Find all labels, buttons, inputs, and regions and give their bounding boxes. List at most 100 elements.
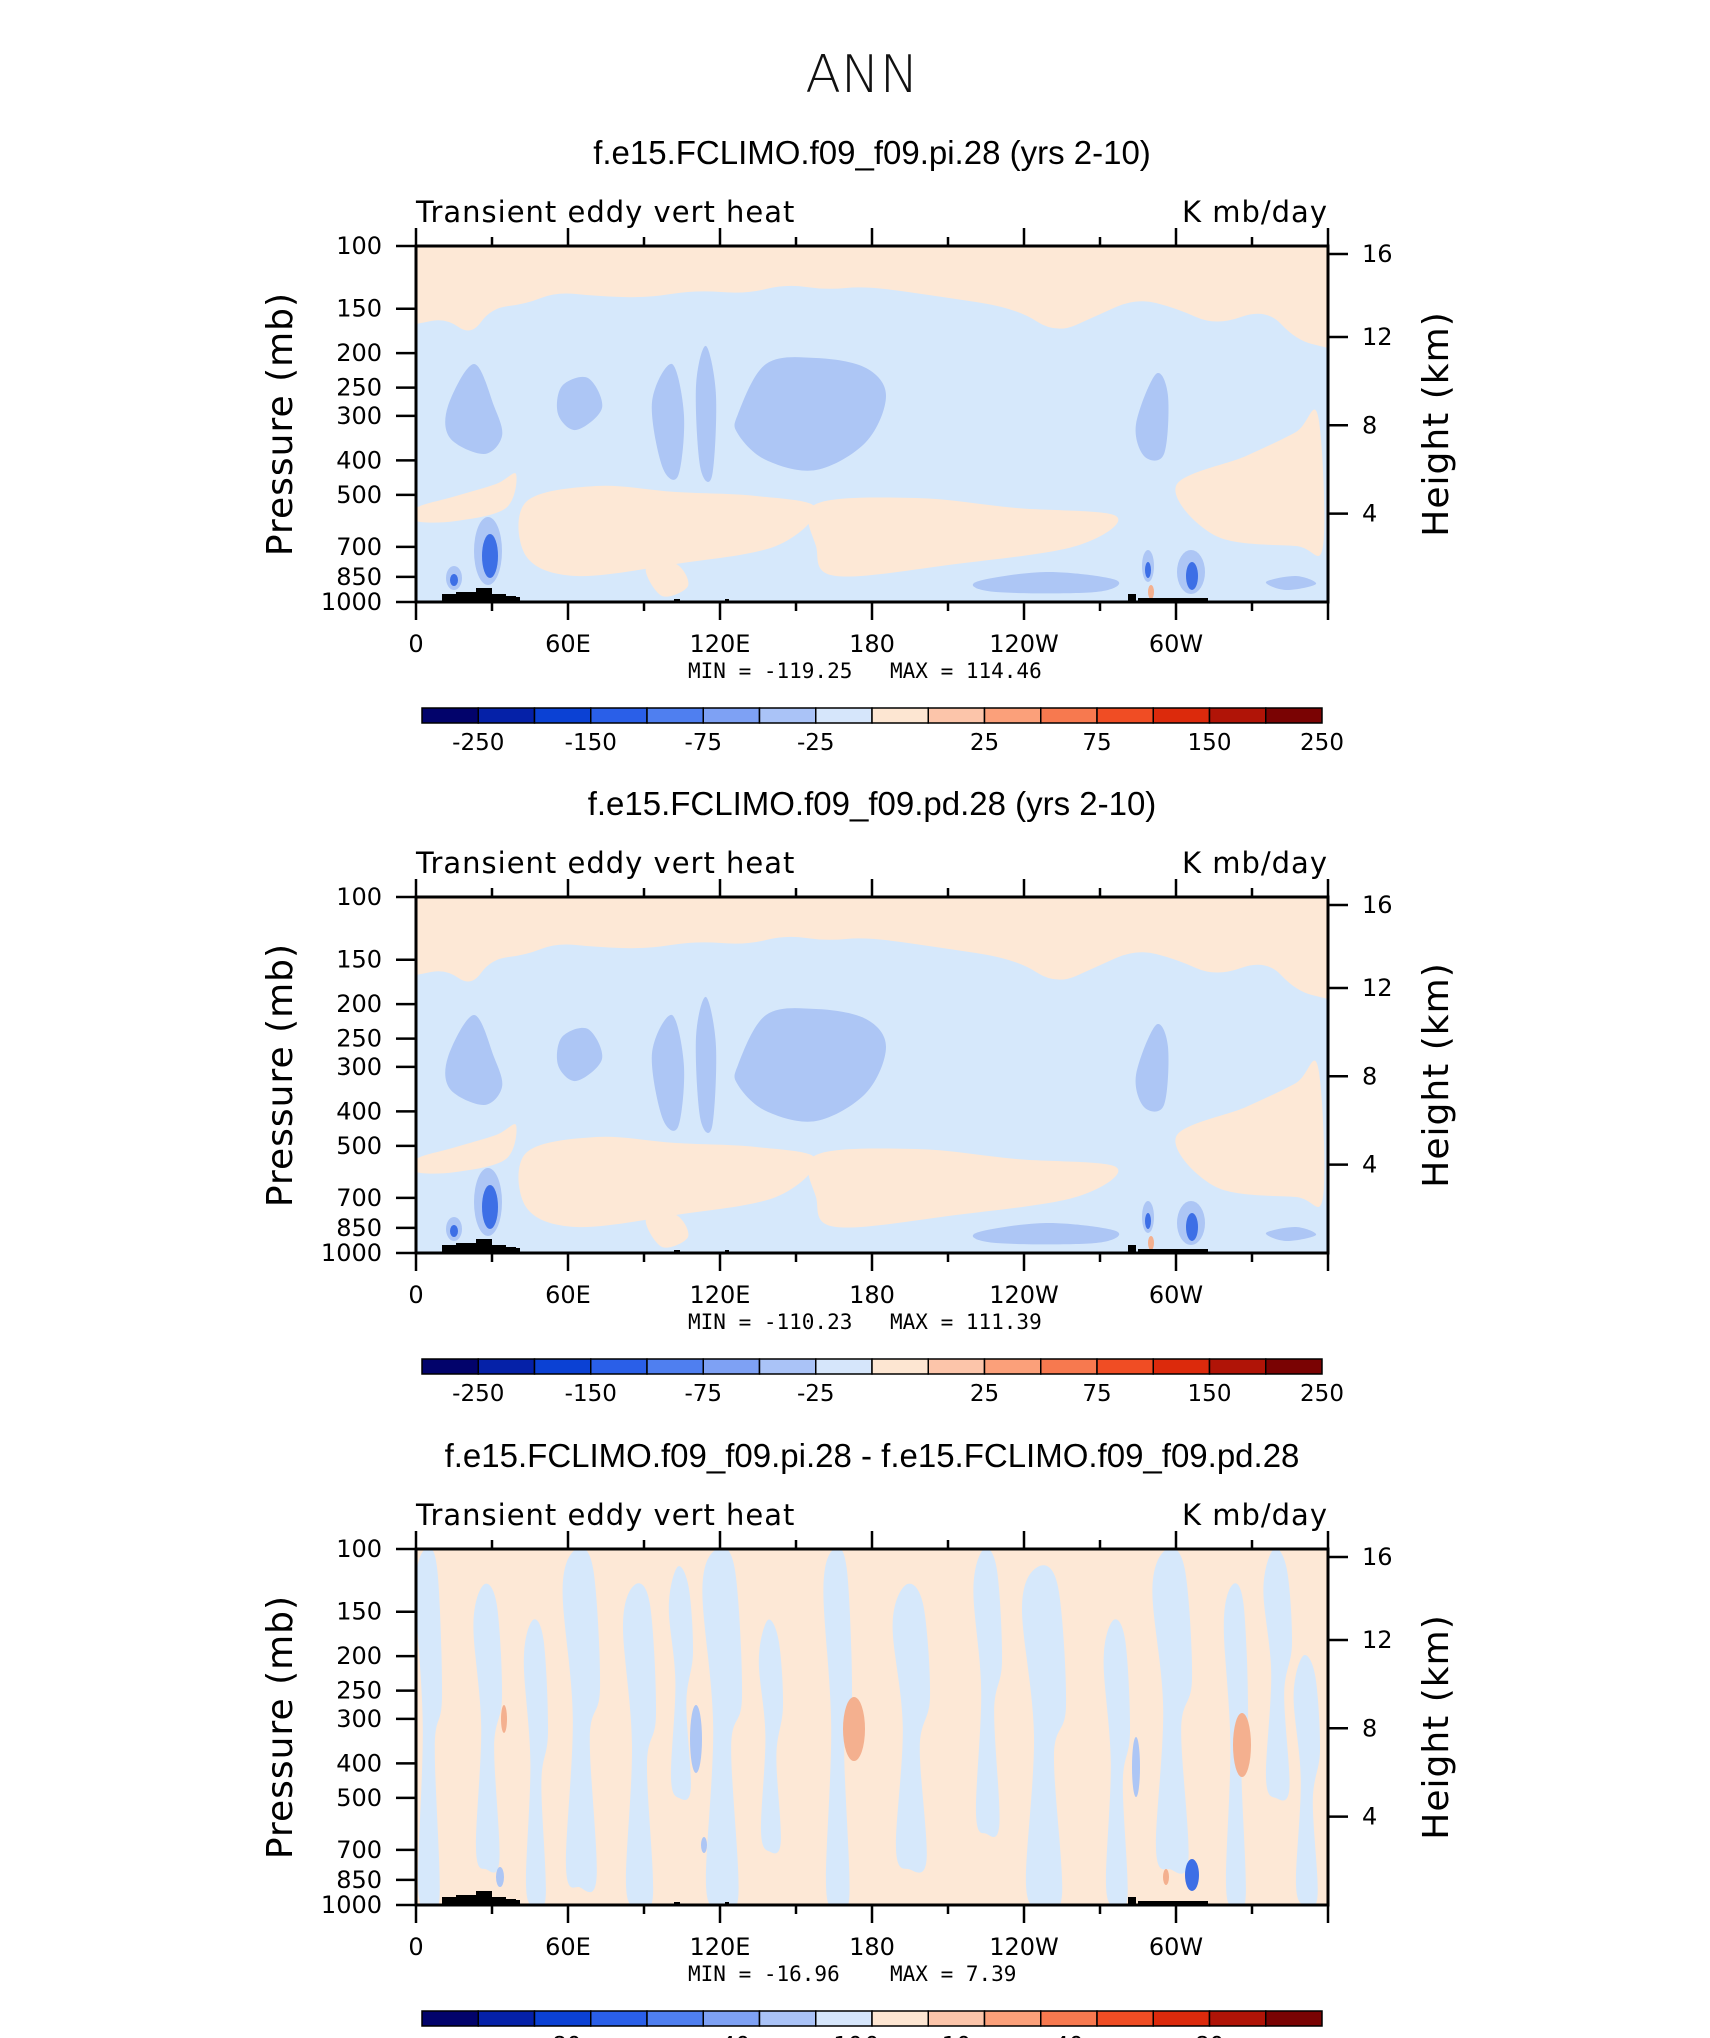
y2-tick-label: 16 <box>1362 1543 1393 1571</box>
terrain-9 <box>1138 1249 1208 1253</box>
colorbar-label: 25 <box>970 1381 999 1407</box>
x-tick-label: 60W <box>1149 630 1203 658</box>
contour-positive-low-2 <box>518 485 817 577</box>
terrain-9 <box>1138 598 1208 602</box>
colorbar-label: -250 <box>452 730 504 756</box>
colorbar-swatch <box>421 707 479 724</box>
colorbar-swatch <box>1152 1358 1211 1375</box>
panel-pd: f.e15.FCLIMO.f09_f09.pd.28 (yrs 2-10) Tra… <box>260 785 1457 1407</box>
x-tick-label: 120W <box>989 1281 1059 1309</box>
variable-label: Transient eddy vert heat <box>415 846 795 880</box>
x-tick-label: 60E <box>545 630 591 658</box>
colorbar-label: -250 <box>452 1381 504 1407</box>
colorbar-swatch <box>983 707 1042 724</box>
x-tick-label: 180 <box>849 1933 895 1961</box>
y-axis-label: Pressure (mb) <box>260 943 301 1207</box>
contour-negative-medium-2 <box>556 1027 603 1082</box>
contour-diff-negative-strong-1 <box>1185 1859 1199 1891</box>
contour-diff-negative-band-17 <box>1293 1655 1321 1905</box>
colorbar-swatch <box>421 1358 479 1375</box>
colorbar-label: -10 <box>825 2033 863 2038</box>
contour-positive-low-1 <box>416 473 517 523</box>
contour-diff-positive-medium-2 <box>1233 1713 1251 1777</box>
colorbar-label: 250 <box>1300 1381 1344 1407</box>
y2-tick-label: 4 <box>1362 1803 1377 1831</box>
colorbar-swatch <box>983 1358 1042 1375</box>
contour-diff-positive-medium-1 <box>843 1697 865 1761</box>
panel-diff: f.e15.FCLIMO.f09_f09.pi.28 - f.e15.FCLIM… <box>260 1437 1457 2038</box>
colorbar-swatch <box>1152 707 1211 724</box>
y-tick-label: 100 <box>336 1535 382 1563</box>
contour-negative-medium-4 <box>695 996 717 1133</box>
colorbar-swatch <box>477 707 536 724</box>
contour-diff-negative-band-11 <box>973 1549 1003 1838</box>
min-label: MIN = -16.96 <box>688 1962 840 1986</box>
contour-negative-medium-3 <box>651 1014 685 1131</box>
terrain-9 <box>1138 1901 1208 1905</box>
contour-negative-medium-1 <box>445 364 503 455</box>
contour-negative-medium-7 <box>972 571 1120 594</box>
units-label: K mb/day <box>1182 195 1328 229</box>
contour-negative-medium-3 <box>651 363 685 480</box>
contour-negative-medium-8 <box>1265 575 1317 591</box>
x-tick-label: 0 <box>408 630 423 658</box>
y-tick-label: 100 <box>336 232 382 260</box>
contour-negative-strong-4 <box>1145 1213 1151 1229</box>
y-axis-label: Pressure (mb) <box>260 1595 301 1859</box>
y-tick-label: 300 <box>336 1705 382 1733</box>
x-tick-label: 120E <box>690 630 751 658</box>
colorbar-swatch <box>815 2010 873 2027</box>
contour-negative-strong-3 <box>1186 1213 1198 1241</box>
y2-axis-label: Height (km) <box>1416 1614 1457 1839</box>
contour-diff-negative-band-6 <box>668 1566 694 1800</box>
y2-tick-label: 4 <box>1362 1151 1377 1179</box>
y-tick-label: 850 <box>336 1866 382 1894</box>
contour-negative-medium-5 <box>734 357 886 471</box>
colorbar-label: 150 <box>1188 1381 1232 1407</box>
contour-negative-medium-5 <box>734 1008 886 1122</box>
colorbar-swatch <box>421 2010 479 2027</box>
colorbar-label: 150 <box>1188 730 1232 756</box>
colorbar-label: 0 <box>865 2033 880 2038</box>
y-tick-label: 500 <box>336 1132 382 1160</box>
figure-title: ANN <box>805 45 918 105</box>
colorbar-swatch <box>590 1358 648 1375</box>
variable-label: Transient eddy vert heat <box>415 1498 795 1532</box>
contour-positive-medium-1 <box>1148 1236 1154 1250</box>
contour-diff-negative-band-1 <box>416 1549 443 1905</box>
x-tick-label: 60E <box>545 1281 591 1309</box>
x-tick-label: 180 <box>849 630 895 658</box>
colorbar-swatch <box>1208 707 1267 724</box>
max-label: MAX = 7.39 <box>890 1962 1016 1986</box>
contour-diff-negative-band-10 <box>892 1583 931 1873</box>
variable-label: Transient eddy vert heat <box>415 195 795 229</box>
y-tick-label: 100 <box>336 883 382 911</box>
y-axis-label: Pressure (mb) <box>260 292 301 556</box>
y-tick-label: 500 <box>336 1784 382 1812</box>
colorbar-swatch <box>477 2010 536 2027</box>
y-tick-label: 250 <box>336 1025 382 1053</box>
x-tick-label: 180 <box>849 1281 895 1309</box>
contour-diff-negative-band-9 <box>823 1549 853 1905</box>
contour-diff-positive-medium-3 <box>501 1705 507 1733</box>
colorbar-swatch <box>1265 1358 1323 1375</box>
max-label: MAX = 114.46 <box>890 659 1042 683</box>
min-label: MIN = -110.23 <box>688 1310 852 1334</box>
max-label: MAX = 111.39 <box>890 1310 1042 1334</box>
panel-title: f.e15.FCLIMO.f09_f09.pi.28 (yrs 2-10) <box>593 134 1151 171</box>
x-tick-label: 120W <box>989 630 1059 658</box>
colorbar-swatch <box>533 2010 592 2027</box>
colorbar-label: 75 <box>1082 730 1111 756</box>
colorbar-label: 10 <box>942 2033 971 2038</box>
units-label: K mb/day <box>1182 1498 1328 1532</box>
colorbar-label: 40 <box>1054 2033 1083 2038</box>
y2-axis-label: Height (km) <box>1416 311 1457 536</box>
colorbar-swatch <box>927 1358 986 1375</box>
y-tick-label: 250 <box>336 374 382 402</box>
colorbar-swatch <box>702 707 761 724</box>
colorbar-swatch <box>533 707 592 724</box>
y-tick-label: 700 <box>336 1184 382 1212</box>
terrain-8 <box>1128 1245 1136 1253</box>
contour-diff-positive-medium-4 <box>1163 1869 1169 1885</box>
x-tick-label: 0 <box>408 1933 423 1961</box>
